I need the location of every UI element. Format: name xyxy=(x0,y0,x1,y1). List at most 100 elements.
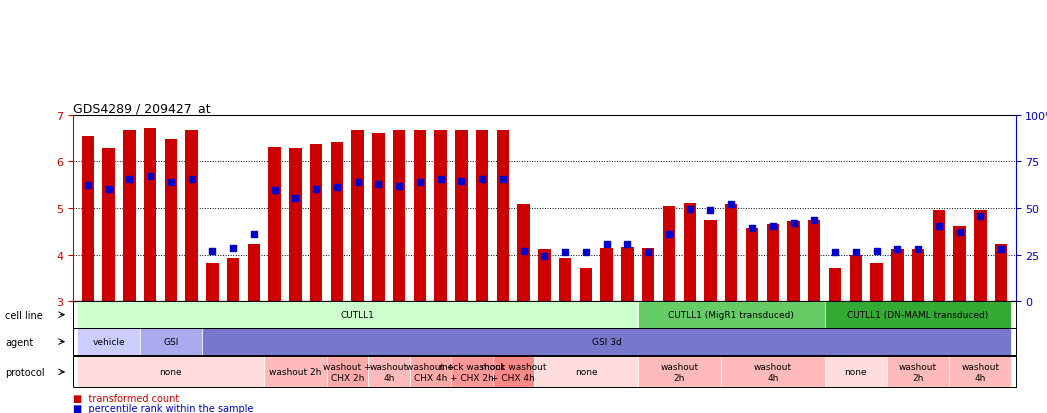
Point xyxy=(868,248,885,254)
Point xyxy=(432,176,449,183)
Bar xyxy=(103,149,115,301)
Point xyxy=(80,182,96,189)
Point xyxy=(515,248,532,254)
Text: GSI 3d: GSI 3d xyxy=(592,337,622,346)
Bar xyxy=(725,205,737,301)
Point xyxy=(536,253,553,259)
Point xyxy=(578,249,595,256)
Text: CUTLL1 (MigR1 transduced): CUTLL1 (MigR1 transduced) xyxy=(668,311,795,319)
Bar xyxy=(227,258,240,301)
Bar xyxy=(164,140,177,301)
Text: none: none xyxy=(575,368,597,376)
Point xyxy=(993,246,1009,253)
Text: cell line: cell line xyxy=(5,310,43,320)
Point xyxy=(640,249,656,256)
Text: vehicle: vehicle xyxy=(92,337,125,346)
Bar xyxy=(538,249,551,301)
Point xyxy=(889,246,906,253)
Text: washout 2h: washout 2h xyxy=(269,368,321,376)
Point xyxy=(101,186,117,192)
Text: GSI: GSI xyxy=(163,337,179,346)
Text: washout
4h: washout 4h xyxy=(754,362,792,382)
Text: protocol: protocol xyxy=(5,367,45,377)
Text: washout
2h: washout 2h xyxy=(899,362,937,382)
Bar xyxy=(808,220,821,301)
Bar xyxy=(891,249,904,301)
Bar xyxy=(601,248,612,301)
Point xyxy=(827,249,844,256)
Text: washout
2h: washout 2h xyxy=(661,362,698,382)
Point xyxy=(931,223,948,230)
Text: washout +
CHX 4h: washout + CHX 4h xyxy=(406,362,454,382)
Point xyxy=(370,181,386,188)
Bar xyxy=(663,206,675,301)
Point xyxy=(453,178,470,185)
Bar xyxy=(82,137,94,301)
Bar xyxy=(352,131,364,301)
Bar xyxy=(559,259,572,301)
Text: washout
4h: washout 4h xyxy=(961,362,1000,382)
Bar xyxy=(933,211,945,301)
Bar xyxy=(580,268,593,301)
Point xyxy=(494,176,511,183)
Bar xyxy=(642,248,654,301)
Bar xyxy=(787,221,800,301)
Point xyxy=(329,184,346,191)
Bar xyxy=(248,245,260,301)
Point xyxy=(474,176,491,183)
Point xyxy=(806,217,823,223)
Point xyxy=(847,249,864,256)
Bar xyxy=(912,249,925,301)
Point xyxy=(557,249,574,256)
Text: none: none xyxy=(159,368,182,376)
Point xyxy=(411,180,428,186)
Point xyxy=(972,214,988,220)
Point xyxy=(121,176,138,183)
Bar xyxy=(414,131,426,301)
Point xyxy=(661,231,677,237)
Bar xyxy=(185,131,198,301)
Point xyxy=(183,176,200,183)
Point xyxy=(204,248,221,254)
Point xyxy=(266,188,283,194)
Bar xyxy=(435,131,447,301)
Bar xyxy=(745,228,758,301)
Text: mock washout
+ CHX 2h: mock washout + CHX 2h xyxy=(439,362,505,382)
Point xyxy=(703,208,719,214)
Text: none: none xyxy=(845,368,867,376)
Bar xyxy=(143,129,156,301)
Point xyxy=(308,186,325,192)
Bar xyxy=(331,142,343,301)
Point xyxy=(951,229,967,236)
Bar xyxy=(124,131,135,301)
Bar xyxy=(849,255,862,301)
Bar xyxy=(372,133,384,301)
Text: ■  percentile rank within the sample: ■ percentile rank within the sample xyxy=(73,403,253,413)
Bar xyxy=(995,245,1007,301)
Bar xyxy=(829,268,841,301)
Point xyxy=(391,183,407,190)
Point xyxy=(141,174,158,180)
Point xyxy=(225,245,242,252)
Text: CUTLL1 (DN-MAML transduced): CUTLL1 (DN-MAML transduced) xyxy=(847,311,988,319)
Text: GDS4289 / 209427_at: GDS4289 / 209427_at xyxy=(73,102,210,114)
Bar xyxy=(870,263,883,301)
Bar xyxy=(621,247,633,301)
Bar xyxy=(268,147,281,301)
Point xyxy=(350,180,366,186)
Point xyxy=(245,231,262,237)
Bar xyxy=(684,204,696,301)
Text: washout +
CHX 2h: washout + CHX 2h xyxy=(324,362,372,382)
Text: ■  transformed count: ■ transformed count xyxy=(73,393,179,403)
Bar xyxy=(476,131,488,301)
Text: washout
4h: washout 4h xyxy=(370,362,408,382)
Point xyxy=(287,195,304,202)
Bar xyxy=(766,225,779,301)
Point xyxy=(162,180,179,186)
Point xyxy=(785,220,802,227)
Point xyxy=(743,225,760,231)
Bar xyxy=(517,205,530,301)
Text: agent: agent xyxy=(5,337,34,347)
Bar xyxy=(496,131,509,301)
Text: mock washout
+ CHX 4h: mock washout + CHX 4h xyxy=(481,362,547,382)
